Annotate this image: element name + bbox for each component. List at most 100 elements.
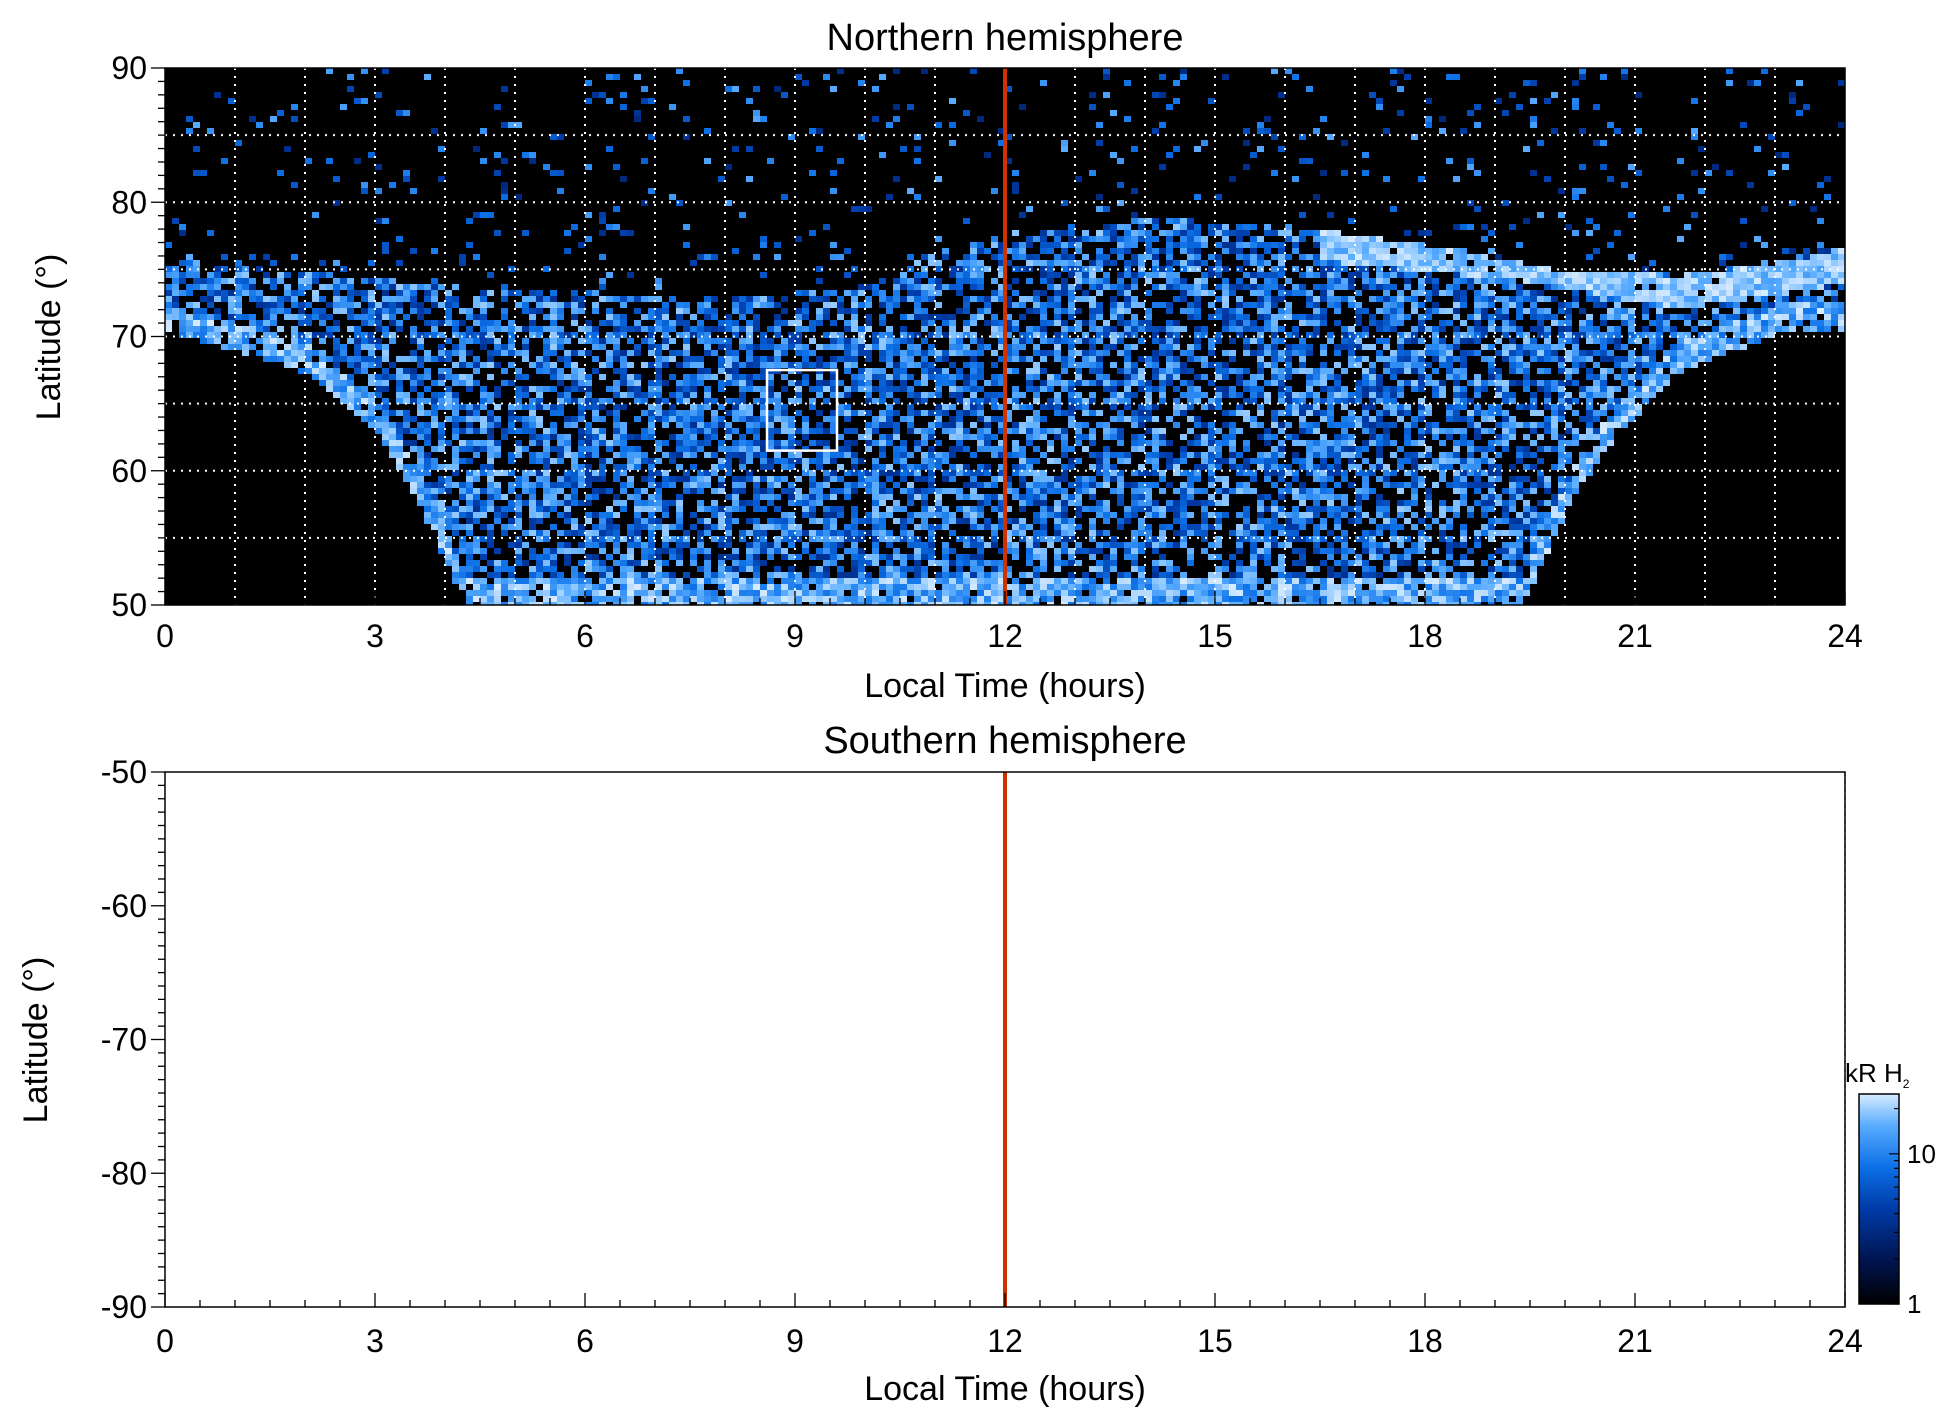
emission-cell xyxy=(977,560,984,566)
emission-cell xyxy=(599,362,606,368)
emission-cell xyxy=(1075,284,1082,290)
emission-cell xyxy=(1138,500,1145,506)
emission-cell xyxy=(1082,362,1089,368)
emission-cell xyxy=(1110,452,1117,458)
emission-cell xyxy=(536,554,543,560)
emission-cell xyxy=(1082,350,1089,356)
emission-cell xyxy=(718,518,725,524)
emission-cell xyxy=(1005,482,1012,488)
emission-cell xyxy=(879,74,886,80)
emission-cell xyxy=(1012,404,1019,410)
emission-cell xyxy=(1173,530,1180,536)
emission-cell xyxy=(816,266,823,272)
emission-cell xyxy=(970,68,977,74)
emission-cell xyxy=(1082,296,1089,302)
emission-cell xyxy=(620,434,627,440)
emission-cell xyxy=(935,314,942,320)
emission-cell xyxy=(767,362,774,368)
emission-cell xyxy=(921,494,928,500)
emission-cell xyxy=(921,548,928,554)
emission-cell xyxy=(480,590,487,596)
emission-cell xyxy=(1124,284,1131,290)
emission-cell xyxy=(606,512,613,518)
emission-cell xyxy=(445,440,452,446)
emission-cell xyxy=(508,470,515,476)
emission-cell xyxy=(956,392,963,398)
emission-cell xyxy=(900,296,907,302)
emission-cell xyxy=(1061,278,1068,284)
emission-cell xyxy=(508,416,515,422)
emission-cell xyxy=(613,440,620,446)
emission-cell xyxy=(914,566,921,572)
emission-cell xyxy=(809,554,816,560)
emission-cell xyxy=(816,458,823,464)
emission-cell xyxy=(1096,284,1103,290)
emission-cell xyxy=(1201,422,1208,428)
emission-cell xyxy=(830,536,837,542)
emission-cell xyxy=(431,296,438,302)
emission-cell xyxy=(564,230,571,236)
emission-cell xyxy=(879,500,886,506)
emission-cell xyxy=(543,584,550,590)
emission-cell xyxy=(893,398,900,404)
emission-cell xyxy=(466,350,473,356)
emission-cell xyxy=(263,254,270,260)
emission-cell xyxy=(1075,278,1082,284)
emission-cell xyxy=(522,482,529,488)
emission-cell xyxy=(1075,590,1082,596)
emission-cell xyxy=(886,572,893,578)
emission-cell xyxy=(557,530,564,536)
emission-cell xyxy=(725,572,732,578)
emission-cell xyxy=(1159,230,1166,236)
emission-cell xyxy=(823,530,830,536)
emission-cell xyxy=(536,398,543,404)
emission-cell xyxy=(830,344,837,350)
emission-cell xyxy=(564,596,571,602)
emission-cell xyxy=(886,386,893,392)
emission-cell xyxy=(571,386,578,392)
emission-cell xyxy=(781,428,788,434)
emission-cell xyxy=(914,362,921,368)
emission-cell xyxy=(830,476,837,482)
emission-cell xyxy=(1061,470,1068,476)
emission-cell xyxy=(1054,512,1061,518)
emission-cell xyxy=(690,392,697,398)
emission-cell xyxy=(893,518,900,524)
emission-cell xyxy=(466,314,473,320)
emission-cell xyxy=(445,476,452,482)
emission-cell xyxy=(851,596,858,602)
emission-cell xyxy=(921,596,928,602)
emission-cell xyxy=(452,518,459,524)
emission-cell xyxy=(851,590,858,596)
emission-cell xyxy=(1138,440,1145,446)
emission-cell xyxy=(1124,458,1131,464)
emission-cell xyxy=(1124,554,1131,560)
emission-cell xyxy=(578,308,585,314)
emission-cell xyxy=(984,440,991,446)
emission-cell xyxy=(263,320,270,326)
emission-cell xyxy=(774,476,781,482)
emission-cell xyxy=(662,380,669,386)
emission-cell xyxy=(781,524,788,530)
emission-cell xyxy=(620,320,627,326)
emission-cell xyxy=(732,404,739,410)
emission-cell xyxy=(809,572,816,578)
emission-cell xyxy=(298,350,305,356)
emission-cell xyxy=(893,410,900,416)
emission-cell xyxy=(655,584,662,590)
emission-cell xyxy=(1215,254,1222,260)
emission-cell xyxy=(326,386,333,392)
emission-cell xyxy=(459,380,466,386)
emission-cell xyxy=(1082,548,1089,554)
emission-cell xyxy=(781,422,788,428)
emission-cell xyxy=(508,410,515,416)
emission-cell xyxy=(970,488,977,494)
emission-cell xyxy=(998,326,1005,332)
emission-cell xyxy=(1145,272,1152,278)
emission-cell xyxy=(284,290,291,296)
emission-cell xyxy=(802,596,809,602)
emission-cell xyxy=(900,590,907,596)
emission-cell xyxy=(508,350,515,356)
emission-cell xyxy=(914,440,921,446)
emission-cell xyxy=(620,566,627,572)
